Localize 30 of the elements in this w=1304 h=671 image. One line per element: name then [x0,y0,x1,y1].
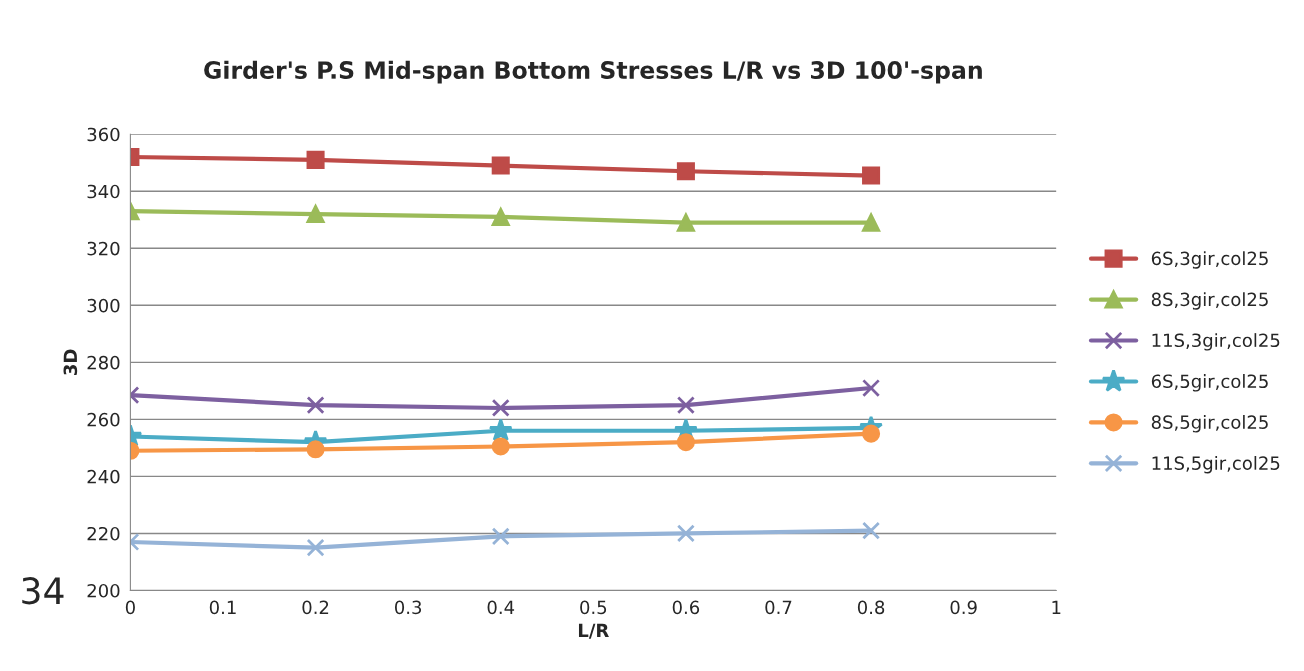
y-tick-label: 360 [87,127,120,142]
chart-title: Girder's P.S Mid-span Bottom Stresses L/R vs 3D 100'-span [204,60,982,84]
legend-label: 6S,5gir,col25 [1151,374,1268,392]
y-tick-label: 320 [87,241,120,256]
x-tick-label: 0.4 [487,600,515,615]
y-tick-label: 280 [87,355,120,370]
x-tick-label: 0.3 [394,600,422,615]
x-tick-label: 1 [1052,600,1061,614]
y-tick-label: 220 [87,526,120,541]
y-tick-label: 240 [87,469,120,484]
legend-label: 11S,3gir,col25 [1152,333,1280,351]
y-tick-label: 260 [87,412,120,427]
x-tick-label: 0.6 [672,600,700,615]
x-tick-label: 0.9 [950,600,977,615]
x-tick-label: 0 [125,600,135,615]
legend-label: 8S,5gir,col25 [1151,415,1268,433]
x-tick-label: 0.1 [209,600,236,615]
x-tick-label: 0.5 [580,600,607,615]
legend-label: 11S,5gir,col25 [1152,455,1280,474]
x-axis-title: L/R [578,623,609,639]
x-tick-label: 0.2 [302,600,329,615]
y-tick-label: 300 [87,298,120,313]
y-tick-label: 200 [87,583,120,598]
legend-label: 8S,3gir,col25 [1151,292,1268,310]
x-tick-label: 0.8 [857,600,885,615]
legend-label: 6S,3gir,col25 [1151,251,1268,269]
y-axis-title: 3D [63,349,78,375]
text: 34 [22,577,64,605]
x-tick-label: 0.7 [765,600,792,615]
y-tick-label: 340 [87,184,120,199]
